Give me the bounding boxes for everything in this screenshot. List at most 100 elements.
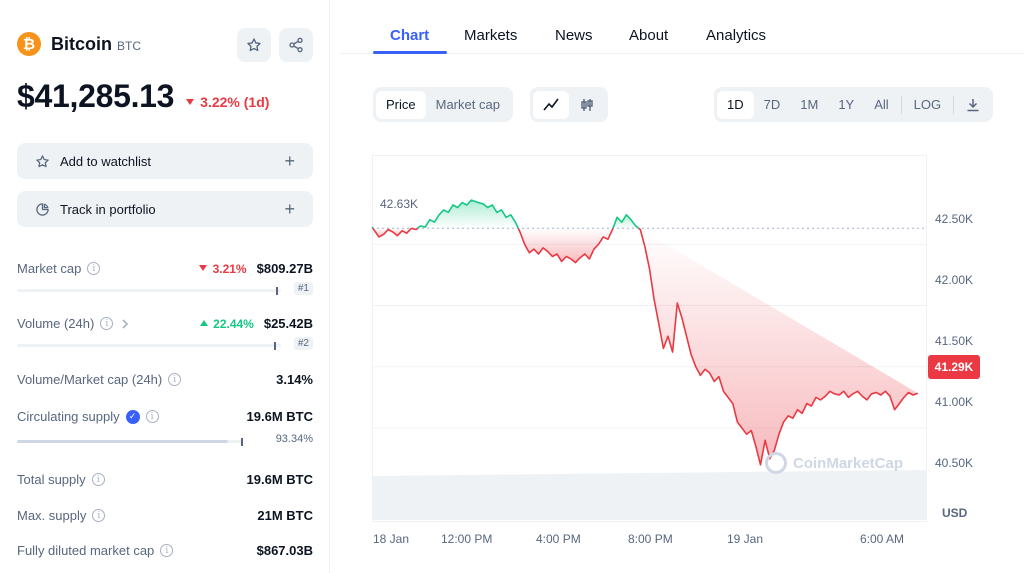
candlestick-button[interactable] [569, 91, 605, 119]
plus-icon: + [284, 198, 295, 219]
plus-icon: + [284, 150, 295, 171]
gain-area [613, 214, 639, 229]
market-cap-change-value: 3.21% [212, 262, 247, 276]
info-icon[interactable]: i [87, 262, 101, 275]
share-button[interactable] [279, 28, 313, 62]
bar-marker [241, 438, 243, 446]
price-change-value: 3.22% (1d) [200, 94, 270, 110]
volume-change-value: 22.44% [213, 317, 254, 331]
stat-value-group: 3.21% $809.27B [198, 261, 313, 276]
verified-check-icon: ✓ [125, 409, 140, 424]
info-icon[interactable]: i [168, 373, 182, 386]
market-cap-rank-bar: #1 [17, 282, 313, 297]
x-tick-label: 4:00 PM [536, 532, 581, 546]
y-axis-unit: USD [942, 506, 968, 520]
star-icon [247, 38, 261, 52]
bar-marker [274, 342, 276, 350]
price-line-series [417, 199, 520, 229]
down-arrow-icon [186, 99, 195, 105]
stat-value-group: 22.44% $25.42B [200, 316, 313, 331]
info-icon[interactable]: i [145, 410, 159, 423]
tab-analytics[interactable]: Analytics [706, 27, 767, 44]
range-1y[interactable]: 1Y [838, 97, 855, 112]
bar-track [17, 287, 281, 295]
market-cap-value: $809.27B [256, 261, 313, 276]
current-price-tag: 41.29K [928, 355, 980, 379]
y-tick-label: 40.50K [935, 456, 974, 470]
line-chart-icon [543, 98, 559, 111]
volume-rank: #2 [293, 337, 313, 350]
volume-change: 22.44% [200, 317, 254, 331]
info-icon[interactable]: i [91, 473, 105, 486]
tab-markets[interactable]: Markets [464, 27, 518, 44]
circulating-value: 19.6M BTC [246, 409, 313, 424]
market-cap-change: 3.21% [198, 262, 247, 276]
max-supply-value: 21M BTC [257, 508, 313, 523]
price-row: $41,285.13 3.22% (1d) [17, 78, 269, 115]
x-tick-label: 12:00 PM [441, 532, 493, 546]
price-line-series [411, 227, 418, 231]
track-in-portfolio-label: Track in portfolio [60, 201, 156, 217]
total-supply-value: 19.6M BTC [246, 472, 313, 487]
range-1d[interactable]: 1D [717, 90, 754, 119]
stat-circulating-supply: Circulating supply ✓ i 19.6M BTC [17, 409, 313, 424]
range-7d[interactable]: 7D [763, 97, 781, 112]
coin-name: Bitcoin [51, 33, 112, 54]
star-icon [36, 154, 49, 167]
down-arrow-icon [198, 265, 207, 271]
stat-total-supply: Total supply i 19.6M BTC [17, 472, 313, 487]
price-line-series [372, 227, 412, 238]
stat-fully-diluted-mcap: Fully diluted market cap i $867.03B [17, 543, 313, 558]
chart-type-toggle: Price Market cap [373, 87, 513, 122]
stat-volume-market-cap: Volume/Market cap (24h) i 3.14% [17, 372, 313, 387]
supply-progress-fill [17, 440, 228, 443]
volume-value: $25.42B [263, 316, 313, 331]
range-all[interactable]: All [874, 97, 889, 112]
loss-area [518, 228, 613, 263]
x-tick-label: 8:00 PM [628, 532, 673, 546]
market-cap-option[interactable]: Market cap [435, 97, 500, 112]
tab-chart[interactable]: Chart [390, 27, 430, 44]
x-tick-label: 19 Jan [727, 532, 764, 546]
x-tick-label: 6:00 AM [860, 532, 905, 546]
download-button[interactable] [956, 91, 990, 119]
stat-max-supply: Max. supply i 21M BTC [17, 508, 313, 523]
chevron-right-icon[interactable] [121, 318, 129, 329]
fdmc-value: $867.03B [256, 543, 313, 558]
bitcoin-logo-icon: ₿ [17, 32, 41, 56]
log-scale-button[interactable]: LOG [913, 97, 942, 112]
y-tick-label: 42.50K [935, 212, 974, 226]
loss-area [638, 228, 918, 465]
coin-symbol: BTC [117, 38, 141, 53]
range-1m[interactable]: 1M [800, 97, 819, 112]
line-chart-button[interactable] [533, 90, 569, 119]
coin-summary-panel: ₿ Bitcoin BTC $41,285.13 3.22% (1d) Add … [0, 0, 330, 573]
open-price-label: 42.63K [380, 197, 419, 211]
add-to-watchlist-button[interactable]: Add to watchlist + [17, 143, 313, 179]
info-icon[interactable]: i [92, 509, 106, 522]
circulating-supply-bar: 93.34% [17, 433, 313, 448]
track-in-portfolio-button[interactable]: Track in portfolio + [17, 191, 313, 227]
chart-style-toggle [530, 87, 608, 122]
price-line-series [371, 226, 374, 229]
bar-track [17, 342, 281, 350]
stat-label: Circulating supply [17, 409, 120, 424]
info-icon[interactable]: i [160, 544, 174, 557]
price-chart-frame[interactable] [372, 155, 927, 522]
price-option[interactable]: Price [376, 90, 426, 119]
tab-news[interactable]: News [555, 27, 593, 44]
info-icon[interactable]: i [100, 317, 114, 330]
y-tick-label: 41.50K [935, 334, 974, 348]
price-line-series [612, 214, 640, 229]
stat-label: Volume (24h) [17, 316, 95, 331]
favorite-star-button[interactable] [237, 28, 271, 62]
price-line-series [638, 227, 919, 466]
bar-marker [276, 287, 278, 295]
price-line-series [517, 227, 614, 264]
download-icon [967, 98, 979, 111]
tab-about[interactable]: About [629, 27, 669, 44]
price-change-badge: 3.22% (1d) [186, 94, 269, 110]
up-arrow-icon [200, 320, 209, 326]
y-tick-label: 42.00K [935, 273, 974, 287]
coinmarketcap-watermark: CoinMarketCap [765, 452, 903, 474]
